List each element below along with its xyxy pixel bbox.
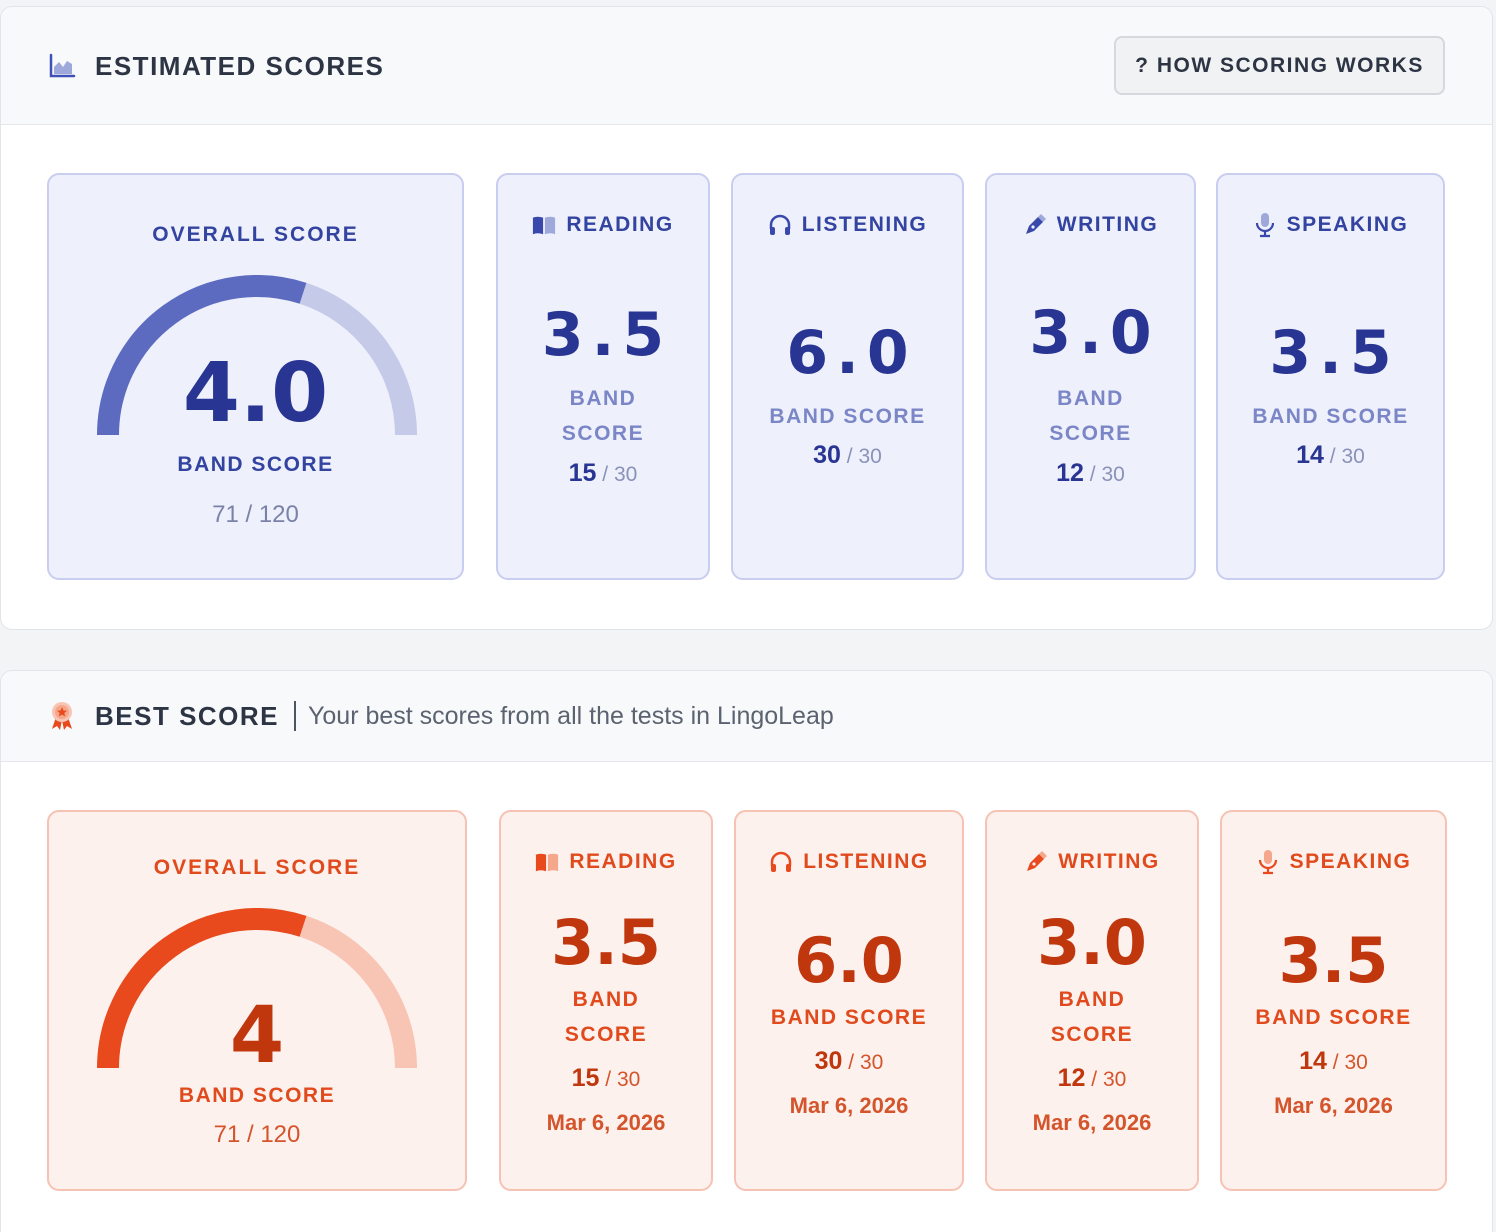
writing-score-card: WRITING 3.0 BAND SCORE 12 / 30 <box>985 173 1196 580</box>
overall-total-score: 71 / 120 <box>213 1121 301 1148</box>
best-writing-score-card: WRITING 3.0 BAND SCORE 12 / 30 Mar 6, 20… <box>985 810 1199 1191</box>
book-icon <box>532 213 556 237</box>
reading-label: READING <box>569 850 677 873</box>
writing-label: WRITING <box>1056 213 1159 236</box>
overall-score-title: OVERALL SCORE <box>152 223 359 246</box>
writing-band-label-1: BAND <box>1058 988 1126 1011</box>
overall-band-label: BAND SCORE <box>177 453 334 476</box>
headphones-icon <box>768 213 792 237</box>
gauge-fill <box>97 275 307 436</box>
speaking-score-card: SPEAKING 3.5 BAND SCORE 14 / 30 <box>1216 173 1445 580</box>
best-reading-score-card: READING 3.5 BAND SCORE 15 / 30 Mar 6, 20… <box>499 810 713 1191</box>
listening-band-value: 6.0 <box>786 318 917 388</box>
overall-score-gauge <box>97 275 417 436</box>
best-score-panel: BEST SCORE Your best scores from all the… <box>0 670 1493 1232</box>
reading-label: READING <box>566 213 674 236</box>
section-subtitle: Your best scores from all the tests in L… <box>294 701 834 731</box>
reading-best-date: Mar 6, 2026 <box>546 1110 666 1135</box>
estimated-scores-header: ESTIMATED SCORES ? HOW SCORING WORKS <box>1 7 1492 125</box>
section-title: ESTIMATED SCORES <box>95 51 385 81</box>
gauge-fill <box>97 908 307 1069</box>
area-chart-icon <box>47 51 77 81</box>
listening-band-label-1: BAND SCORE <box>769 405 926 428</box>
reading-band-label-2: SCORE <box>564 1023 648 1046</box>
headphones-icon <box>769 850 793 874</box>
speaking-raw-score: 14 / 30 <box>1296 441 1365 469</box>
listening-label: LISTENING <box>803 850 929 873</box>
reading-band-label-2: SCORE <box>561 422 645 445</box>
reading-score-card: READING 3.5 BAND SCORE 15 / 30 <box>496 173 710 580</box>
reading-raw-score: 15 / 30 <box>571 1064 641 1092</box>
speaking-band-label-1: BAND SCORE <box>1255 1006 1412 1029</box>
listening-label: LISTENING <box>801 213 928 236</box>
reading-band-value: 3.5 <box>541 300 673 370</box>
writing-best-date: Mar 6, 2026 <box>1032 1110 1152 1135</box>
speaking-label: SPEAKING <box>1289 850 1412 873</box>
speaking-band-label-1: BAND SCORE <box>1252 405 1409 428</box>
estimated-scores-panel: ESTIMATED SCORES ? HOW SCORING WORKS OVE… <box>0 6 1493 630</box>
reading-band-value: 3.5 <box>551 906 661 979</box>
microphone-icon <box>1256 850 1280 875</box>
speaking-raw-score: 14 / 30 <box>1299 1047 1368 1075</box>
pen-icon <box>1023 213 1047 237</box>
overall-score-title: OVERALL SCORE <box>153 856 361 879</box>
section-title: BEST SCORE <box>95 701 280 731</box>
listening-band-label-1: BAND SCORE <box>770 1006 928 1029</box>
best-score-header: BEST SCORE Your best scores from all the… <box>1 671 1492 762</box>
reading-raw-score: 15 / 30 <box>568 459 638 487</box>
reading-band-label-1: BAND <box>569 387 637 410</box>
writing-label: WRITING <box>1058 850 1160 873</box>
speaking-band-value: 3.5 <box>1278 924 1389 997</box>
microphone-icon <box>1253 213 1277 238</box>
listening-raw-score: 30 / 30 <box>814 1047 884 1075</box>
reading-band-label-1: BAND <box>572 988 640 1011</box>
book-icon <box>535 850 559 874</box>
how-scoring-works-button[interactable]: ? HOW SCORING WORKS <box>1114 36 1445 95</box>
best-listening-score-card: LISTENING 6.0 BAND SCORE 30 / 30 Mar 6, … <box>734 810 964 1191</box>
overall-score-card: OVERALL SCORE 4.0 BAND SCORE 71 / 120 <box>47 173 464 580</box>
writing-raw-score: 12 / 30 <box>1057 1064 1127 1092</box>
writing-raw-score: 12 / 30 <box>1056 459 1125 487</box>
overall-band-value: 4.0 <box>182 346 329 441</box>
writing-band-label-2: SCORE <box>1049 422 1132 445</box>
writing-band-value: 3.0 <box>1029 298 1160 368</box>
overall-band-value: 4 <box>229 991 285 1081</box>
writing-band-label-2: SCORE <box>1050 1023 1134 1046</box>
listening-band-value: 6.0 <box>794 924 904 997</box>
gauge-track <box>299 282 417 436</box>
listening-best-date: Mar 6, 2026 <box>789 1093 909 1118</box>
best-overall-score-gauge <box>97 908 417 1069</box>
speaking-best-date: Mar 6, 2026 <box>1274 1093 1393 1118</box>
award-ribbon-icon <box>47 701 77 731</box>
gauge-track <box>299 915 417 1069</box>
pen-icon <box>1024 850 1048 874</box>
listening-raw-score: 30 / 30 <box>813 441 882 469</box>
overall-band-label: BAND SCORE <box>178 1084 336 1107</box>
writing-band-label-1: BAND <box>1057 387 1124 410</box>
speaking-band-value: 3.5 <box>1269 318 1400 388</box>
best-overall-score-card: OVERALL SCORE 4 BAND SCORE 71 / 120 <box>47 810 467 1191</box>
overall-total-score: 71 / 120 <box>212 501 299 528</box>
best-speaking-score-card: SPEAKING 3.5 BAND SCORE 14 / 30 Mar 6, 2… <box>1220 810 1447 1191</box>
writing-band-value: 3.0 <box>1037 906 1147 979</box>
listening-score-card: LISTENING 6.0 BAND SCORE 30 / 30 <box>731 173 964 580</box>
speaking-label: SPEAKING <box>1286 213 1409 236</box>
